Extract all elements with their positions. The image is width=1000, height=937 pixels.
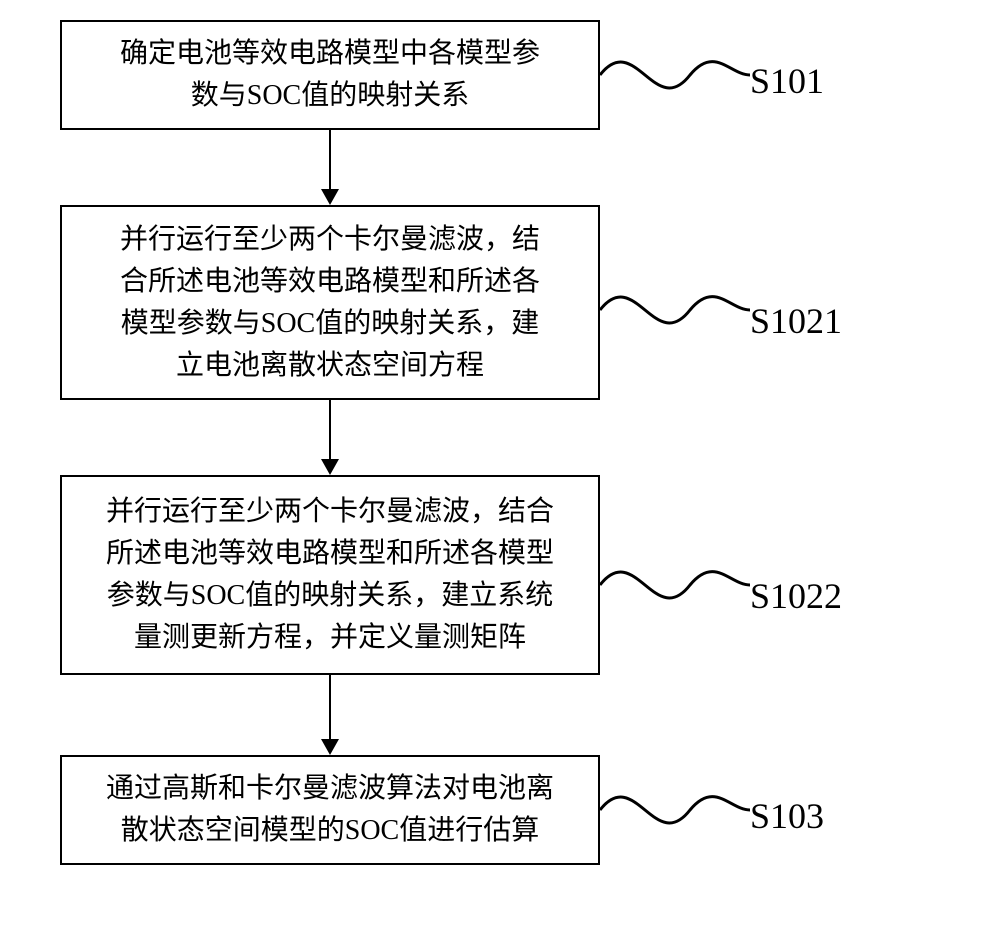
connector-curve-1 xyxy=(600,45,750,105)
flow-step-2-label: S1021 xyxy=(750,300,842,342)
arrow-3-head xyxy=(321,739,339,755)
connector-curve-3 xyxy=(600,555,750,615)
flow-step-3-label: S1022 xyxy=(750,575,842,617)
arrow-1 xyxy=(329,130,331,189)
flow-step-3-text: 并行运行至少两个卡尔曼滤波，结合 所述电池等效电路模型和所述各模型 参数与SOC… xyxy=(106,491,554,659)
arrow-1-head xyxy=(321,189,339,205)
flow-step-1: 确定电池等效电路模型中各模型参 数与SOC值的映射关系 xyxy=(60,20,600,130)
arrow-2-head xyxy=(321,459,339,475)
flowchart-canvas: 确定电池等效电路模型中各模型参 数与SOC值的映射关系 S101 并行运行至少两… xyxy=(0,0,1000,937)
flow-step-1-label: S101 xyxy=(750,60,824,102)
flow-step-4-label: S103 xyxy=(750,795,824,837)
flow-step-4-text: 通过高斯和卡尔曼滤波算法对电池离 散状态空间模型的SOC值进行估算 xyxy=(106,768,554,852)
arrow-3 xyxy=(329,675,331,739)
flow-step-4: 通过高斯和卡尔曼滤波算法对电池离 散状态空间模型的SOC值进行估算 xyxy=(60,755,600,865)
flow-step-2-text: 并行运行至少两个卡尔曼滤波，结 合所述电池等效电路模型和所述各 模型参数与SOC… xyxy=(120,219,540,387)
arrow-2 xyxy=(329,400,331,459)
flow-step-3: 并行运行至少两个卡尔曼滤波，结合 所述电池等效电路模型和所述各模型 参数与SOC… xyxy=(60,475,600,675)
flow-step-2: 并行运行至少两个卡尔曼滤波，结 合所述电池等效电路模型和所述各 模型参数与SOC… xyxy=(60,205,600,400)
connector-curve-4 xyxy=(600,780,750,840)
connector-curve-2 xyxy=(600,280,750,340)
flow-step-1-text: 确定电池等效电路模型中各模型参 数与SOC值的映射关系 xyxy=(120,33,540,117)
